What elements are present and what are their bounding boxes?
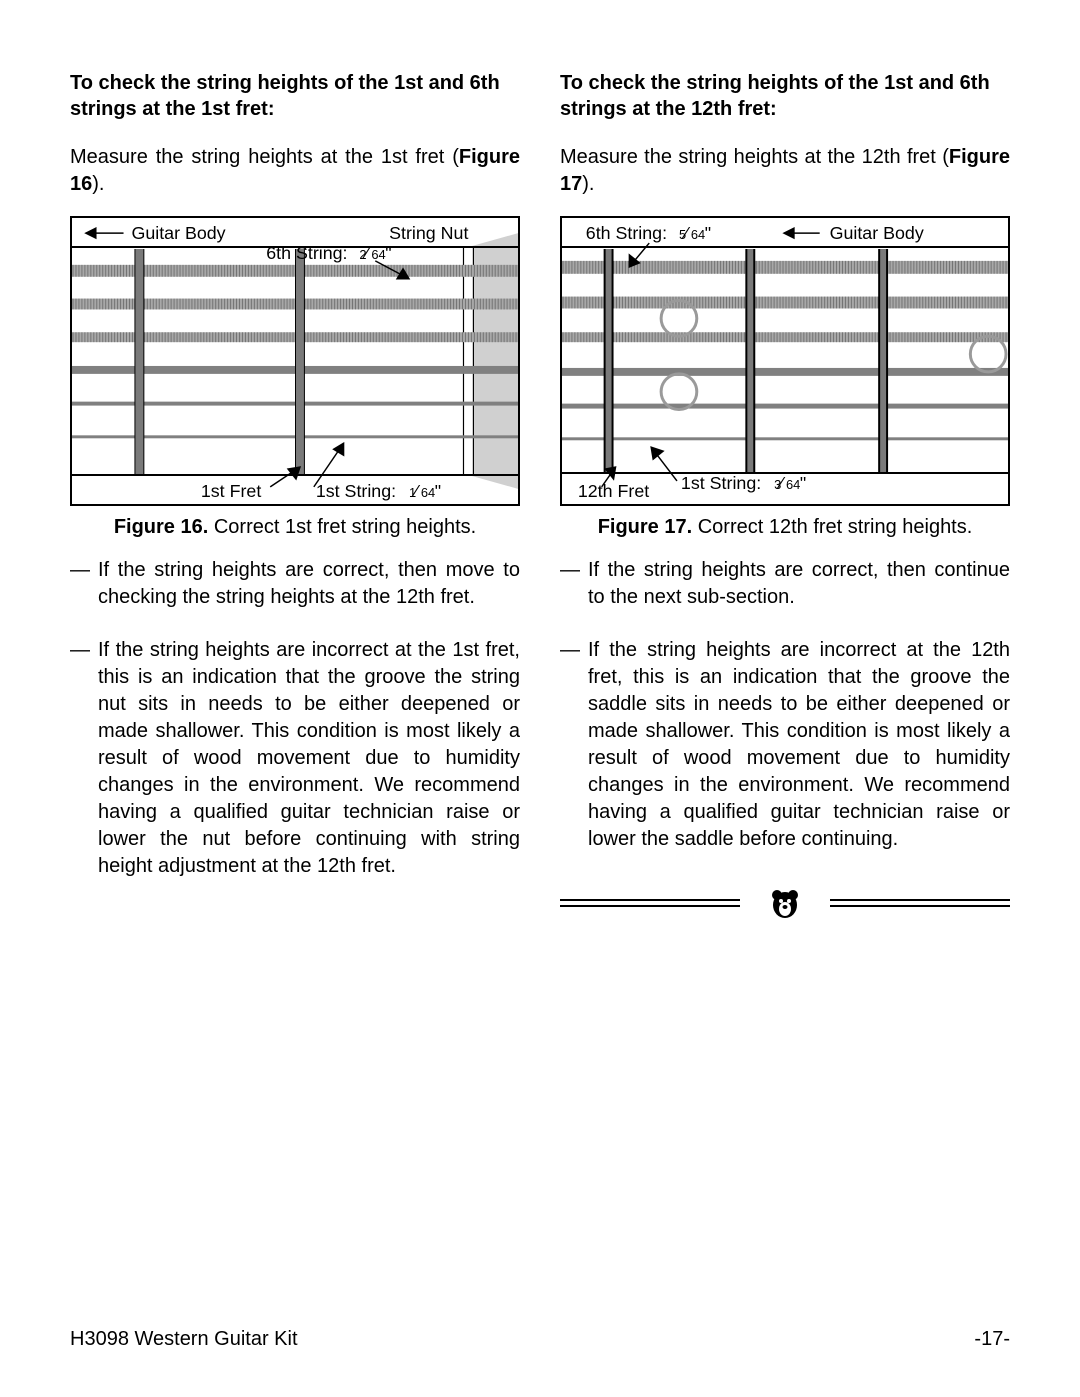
svg-text:": " [385, 243, 391, 263]
svg-text:String Nut: String Nut [389, 223, 468, 243]
svg-text:12th Fret: 12th Fret [578, 481, 649, 501]
svg-text:6th String:: 6th String: [266, 243, 347, 263]
bear-icon [761, 885, 809, 930]
right-para: Measure the string heights at the 12th f… [560, 144, 1010, 198]
left-column: To check the string heights of the 1st a… [70, 70, 520, 939]
footer-right: -17- [974, 1328, 1010, 1351]
left-bullet-2: —If the string heights are incorrect at … [98, 637, 520, 880]
footer-left: H3098 Western Guitar Kit [70, 1328, 298, 1351]
page-footer: H3098 Western Guitar Kit -17- [70, 1328, 1010, 1351]
svg-text:": " [705, 223, 711, 243]
right-heading: To check the string heights of the 1st a… [560, 70, 1010, 122]
svg-text:": " [800, 473, 806, 493]
section-divider [560, 879, 1010, 939]
left-heading: To check the string heights of the 1st a… [70, 70, 520, 122]
svg-text:1st Fret: 1st Fret [201, 481, 261, 501]
svg-text:Guitar Body: Guitar Body [131, 223, 225, 243]
figure-16-caption: Figure 16. Correct 1st fret string heigh… [70, 516, 520, 539]
right-bullet-1: —If the string heights are correct, then… [588, 557, 1010, 611]
svg-text:64: 64 [371, 247, 385, 262]
svg-text:64: 64 [691, 227, 705, 242]
right-column: To check the string heights of the 1st a… [560, 70, 1010, 939]
svg-text:64: 64 [421, 485, 435, 500]
right-bullet-2: —If the string heights are incorrect at … [588, 637, 1010, 853]
svg-text:64: 64 [786, 477, 800, 492]
svg-text:6th String:: 6th String: [586, 223, 667, 243]
left-para: Measure the string heights at the 1st fr… [70, 144, 520, 198]
svg-text:1st String:: 1st String: [681, 473, 761, 493]
figure-17-caption: Figure 17. Correct 12th fret string heig… [560, 516, 1010, 539]
left-bullet-1: —If the string heights are correct, then… [98, 557, 520, 611]
svg-text:": " [435, 481, 441, 501]
svg-text:1st String:: 1st String: [316, 481, 396, 501]
svg-text:Guitar Body: Guitar Body [830, 223, 924, 243]
figure-17: 6th String: 5⁄64" Guitar Body 12th Fret … [560, 216, 1010, 506]
figure-16: Guitar Body String Nut 6th String: 2⁄64"… [70, 216, 520, 506]
